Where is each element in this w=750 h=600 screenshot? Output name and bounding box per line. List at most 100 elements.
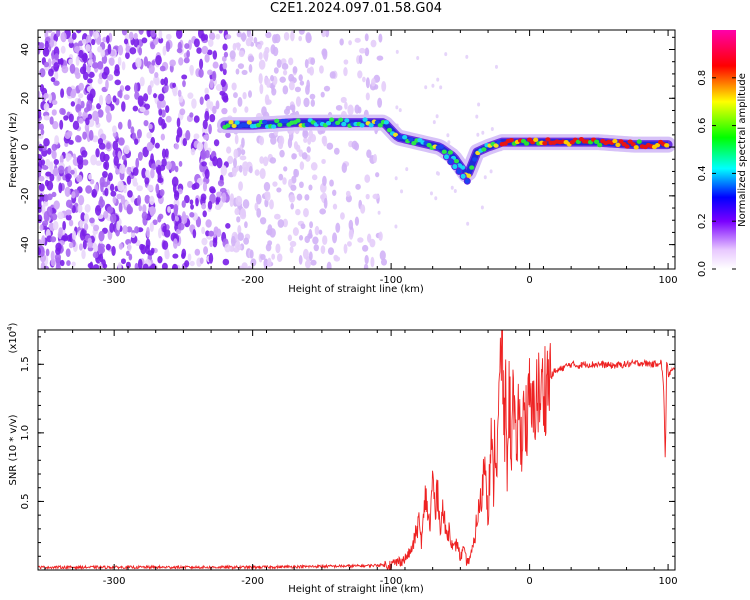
noise-speckle xyxy=(278,135,285,146)
ridge-blob xyxy=(615,142,621,148)
noise-speckle xyxy=(283,31,290,41)
noise-speckle xyxy=(121,30,128,36)
noise-speckle xyxy=(234,42,241,48)
noise-speckle xyxy=(52,120,59,130)
noise-speckle xyxy=(127,119,132,130)
noise-speckle xyxy=(187,92,194,99)
ridge-blob xyxy=(542,141,548,146)
noise-speckle xyxy=(130,126,135,135)
noise-speckle xyxy=(98,94,104,106)
noise-speckle xyxy=(45,158,51,167)
noise-speckle xyxy=(204,53,210,63)
noise-speckle xyxy=(169,59,176,67)
noise-speckle xyxy=(160,78,165,86)
noise-speckle xyxy=(271,87,277,96)
noise-speckle xyxy=(270,75,275,82)
noise-speckle xyxy=(332,203,338,210)
ridge-blob xyxy=(459,172,467,180)
noise-speckle xyxy=(494,64,498,69)
ridge-blob xyxy=(274,118,280,124)
noise-speckle xyxy=(92,251,99,259)
noise-speckle xyxy=(308,228,313,239)
noise-speckle xyxy=(239,155,247,161)
ridge-blob xyxy=(664,143,670,148)
noise-speckle xyxy=(373,153,378,164)
noise-speckle xyxy=(347,104,354,116)
ridge-blob xyxy=(459,165,466,170)
noise-speckle xyxy=(381,80,387,92)
noise-speckle xyxy=(134,138,139,145)
noise-speckle xyxy=(208,32,216,41)
colorbar: 0.0 0.2 0.4 0.6 0.8 Normalized spectral ampl… xyxy=(697,30,748,277)
noise-speckle xyxy=(54,135,60,145)
noise-speckle xyxy=(339,38,344,46)
noise-speckle xyxy=(59,57,64,66)
noise-speckle xyxy=(123,184,127,194)
noise-speckle xyxy=(378,231,383,241)
noise-speckle xyxy=(187,253,192,262)
noise-speckle xyxy=(292,66,298,74)
noise-speckle xyxy=(97,109,104,118)
noise-speckle xyxy=(429,191,433,196)
noise-speckle xyxy=(304,58,309,69)
noise-speckle xyxy=(144,194,151,204)
noise-speckle xyxy=(311,174,318,181)
noise-speckle xyxy=(42,47,50,57)
ridge-blob xyxy=(335,120,341,125)
ridge-blob xyxy=(295,118,301,123)
noise-speckle xyxy=(218,30,223,34)
noise-speckle xyxy=(377,210,381,215)
noise-speckle xyxy=(174,165,179,173)
noise-speckle xyxy=(314,225,320,236)
noise-speckle xyxy=(364,47,370,57)
noise-speckle xyxy=(189,211,195,218)
noise-speckle xyxy=(213,139,220,147)
noise-speckle xyxy=(309,221,314,229)
noise-speckle xyxy=(53,158,60,166)
noise-speckle xyxy=(234,207,240,216)
noise-speckle xyxy=(105,105,110,114)
noise-speckle xyxy=(99,176,105,188)
noise-speckle xyxy=(321,158,326,165)
noise-speckle xyxy=(231,166,237,177)
noise-speckle xyxy=(82,71,89,81)
noise-speckle xyxy=(40,159,46,166)
colorbar-tick-label: 0.4 xyxy=(697,165,708,181)
noise-speckle xyxy=(322,175,327,187)
noise-speckle xyxy=(237,225,242,235)
noise-speckle xyxy=(270,135,277,145)
noise-speckle xyxy=(250,258,257,267)
ridge-blob xyxy=(612,138,618,144)
noise-speckle xyxy=(238,181,243,191)
noise-speckle xyxy=(298,255,303,265)
noise-speckle xyxy=(444,52,448,57)
noise-speckle xyxy=(357,237,364,243)
noise-speckle xyxy=(298,35,303,42)
noise-speckle xyxy=(127,243,132,252)
noise-speckle xyxy=(89,217,95,224)
noise-speckle xyxy=(147,85,152,96)
noise-speckle xyxy=(258,73,263,85)
noise-speckle xyxy=(177,41,182,51)
noise-speckle xyxy=(141,37,148,44)
noise-speckle xyxy=(39,193,44,202)
noise-speckle xyxy=(290,203,295,210)
noise-speckle xyxy=(152,219,158,226)
noise-speckle xyxy=(38,214,43,224)
noise-speckle xyxy=(236,216,241,223)
spectrogram-y-tick-label: 0 xyxy=(20,144,31,150)
noise-speckle xyxy=(106,112,112,123)
spectrogram-y-label: Frequency (Hz) xyxy=(8,112,19,188)
noise-speckle xyxy=(240,208,246,219)
ridge-blob xyxy=(255,122,262,128)
noise-speckle xyxy=(207,38,214,47)
noise-speckle xyxy=(117,150,122,160)
ridge-blob xyxy=(344,118,350,123)
noise-speckle xyxy=(77,203,83,214)
noise-speckle xyxy=(135,157,140,169)
noise-speckle xyxy=(400,189,404,194)
noise-speckle xyxy=(220,79,226,88)
noise-speckle xyxy=(303,137,308,143)
noise-speckle xyxy=(150,263,157,269)
noise-speckle xyxy=(157,102,162,110)
